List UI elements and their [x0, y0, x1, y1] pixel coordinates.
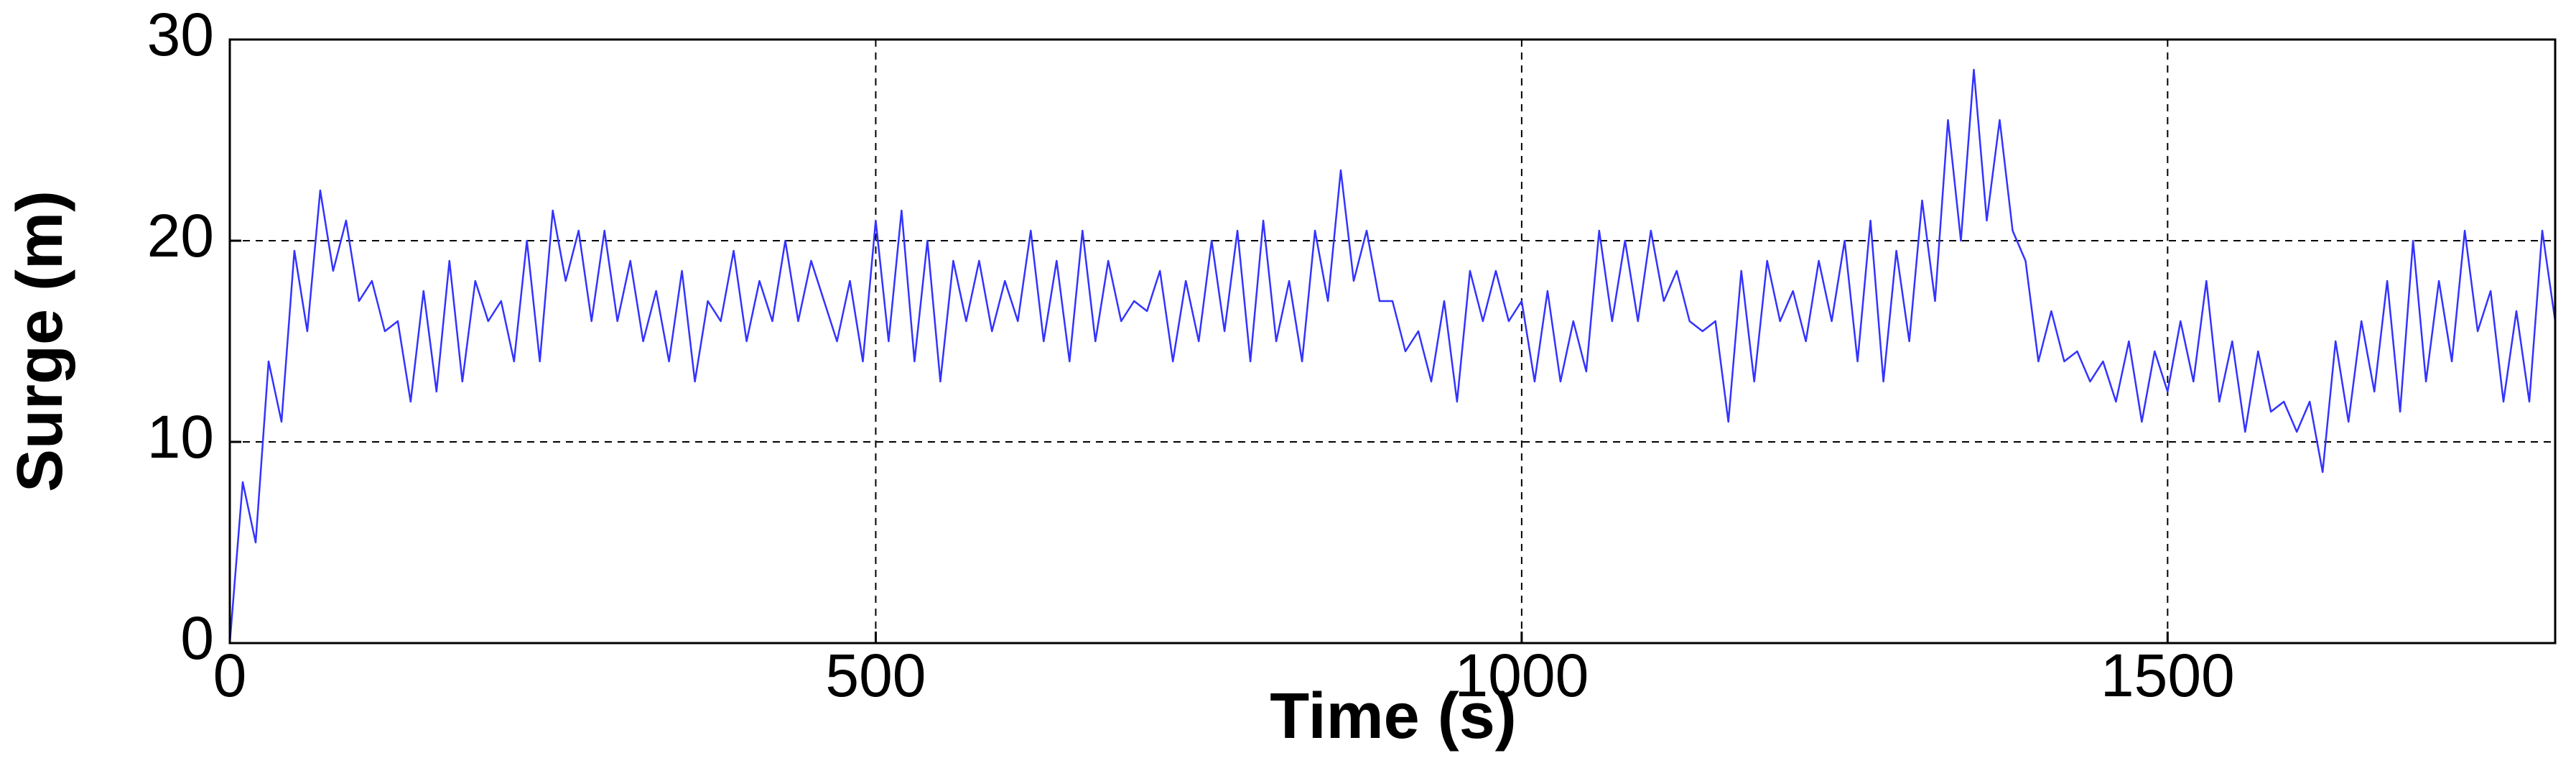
- x-tick-label: 500: [825, 642, 926, 709]
- y-tick-label: 0: [180, 604, 214, 672]
- x-tick-label: 1500: [2101, 642, 2235, 709]
- x-tick-label: 1000: [1454, 642, 1589, 709]
- y-tick-label: 30: [147, 1, 214, 68]
- x-axis-title: Time (s): [1270, 680, 1516, 752]
- data-line: [228, 68, 2557, 644]
- y-axis-title: Surge (m): [4, 190, 76, 492]
- x-tick-label: 0: [213, 642, 247, 709]
- y-tick-label: 10: [147, 403, 214, 471]
- y-tick-label: 20: [147, 202, 214, 269]
- plot-frame: [228, 38, 2557, 645]
